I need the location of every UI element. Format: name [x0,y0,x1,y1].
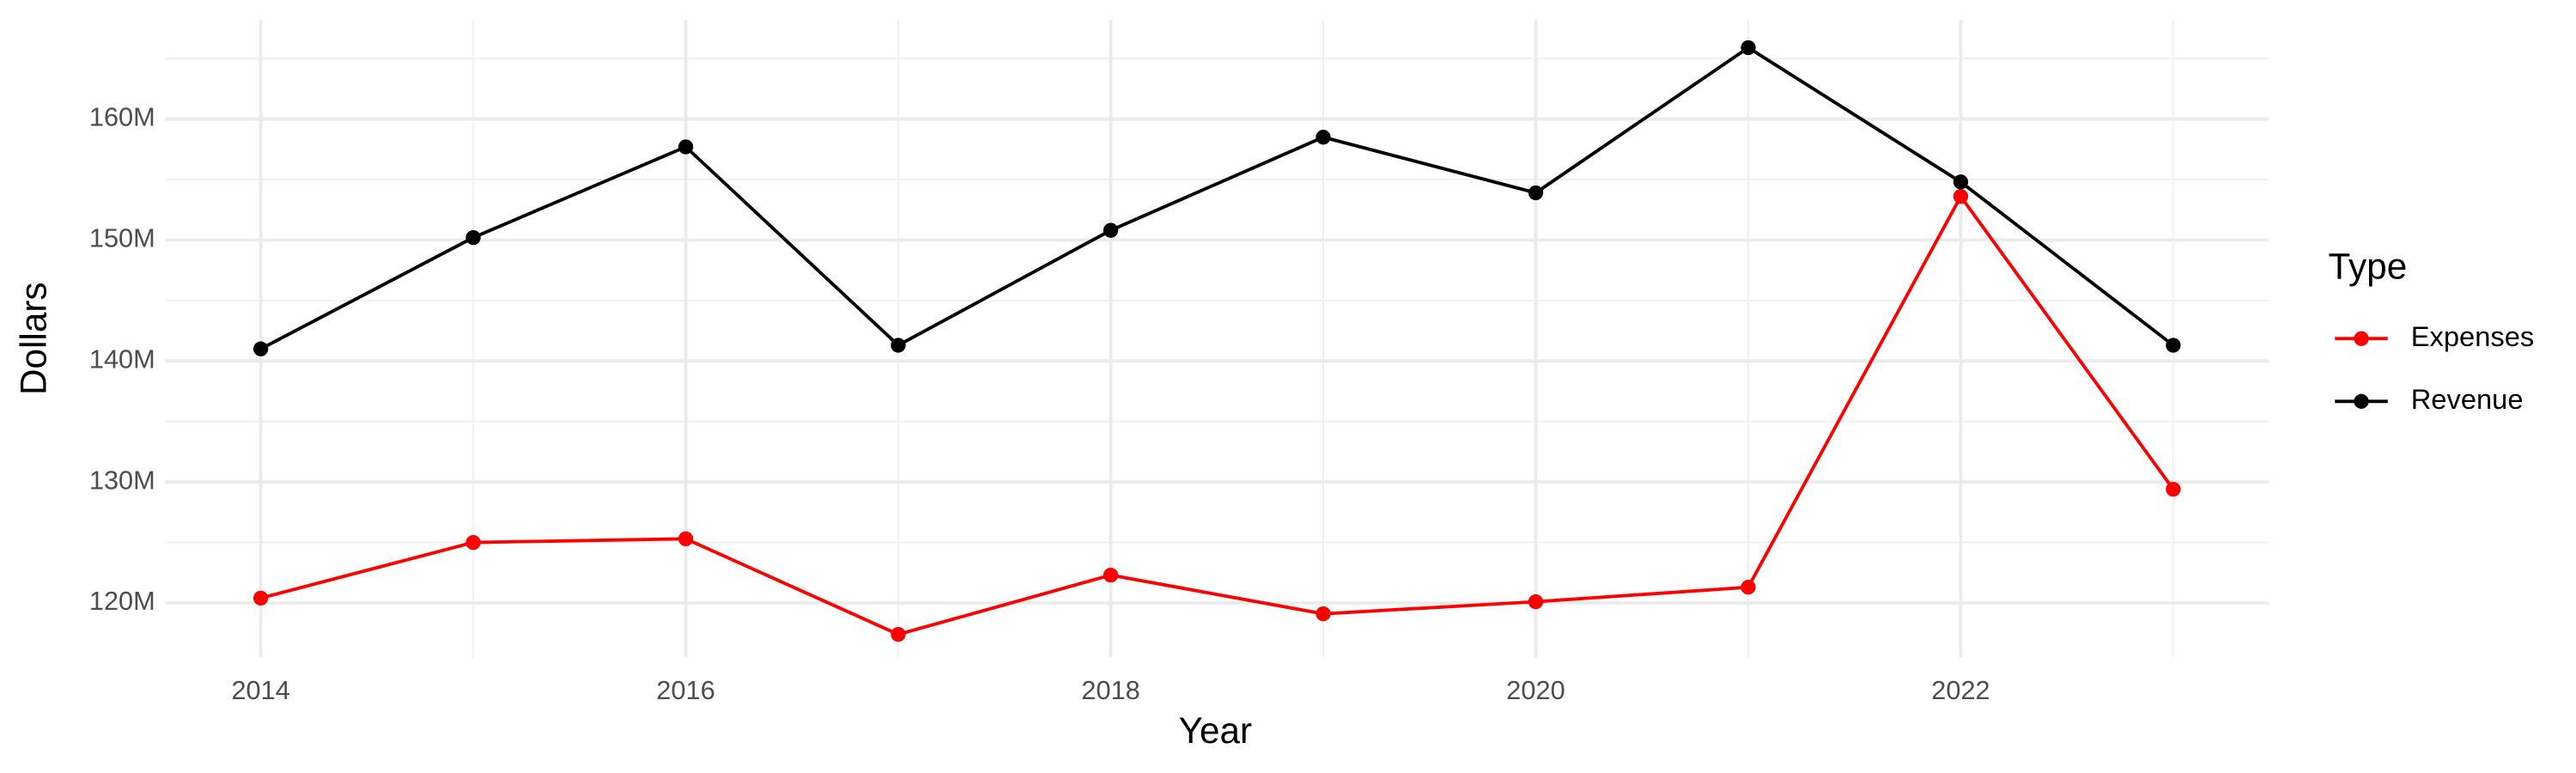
data-point [1103,567,1119,583]
y-tick-label: 140M [89,344,155,374]
x-tick-label: 2020 [1506,675,1564,705]
x-tick-label: 2018 [1081,675,1139,705]
data-point [1528,185,1544,201]
data-point [2166,338,2181,353]
data-point [890,338,906,353]
x-tick-label: 2022 [1931,675,1990,705]
y-tick-label: 130M [89,465,155,495]
data-point [2166,481,2181,497]
data-point [1741,580,1756,595]
y-tick-label: 120M [89,586,155,616]
legend-title: Type [2329,247,2408,287]
data-point [1103,222,1119,238]
data-point [677,531,694,547]
data-point [465,534,481,551]
data-point [253,590,269,606]
legend-key-point [2354,331,2369,346]
x-axis-title: Year [1179,710,1252,751]
y-tick-label: 160M [89,102,155,132]
data-point [890,626,906,642]
x-tick-label: 2014 [231,675,289,705]
data-point [1528,593,1544,610]
data-point [1953,189,1969,204]
legend-label: Expenses [2411,320,2535,352]
data-point [1315,606,1331,622]
data-point [677,139,694,155]
series-line [260,193,2175,636]
data-point [1741,40,1756,56]
data-point [465,229,481,246]
legend-key-point [2354,393,2369,409]
data-point [1953,174,1969,190]
legend-label: Revenue [2411,383,2524,415]
y-tick-label: 150M [89,223,155,253]
data-point [253,341,269,356]
series-line [259,46,2175,350]
data-point [1315,130,1331,145]
x-tick-label: 2016 [656,675,714,705]
y-axis-title: Dollars [13,282,53,395]
